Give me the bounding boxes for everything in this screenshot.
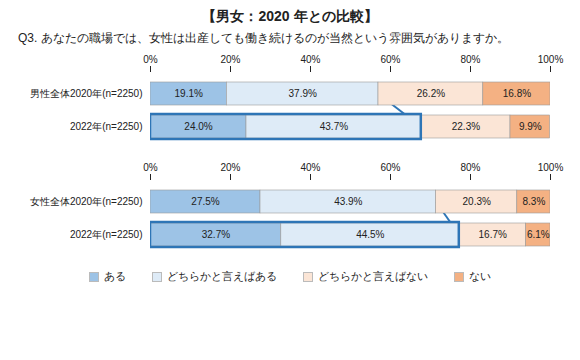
- html-text:どちらかと言えばある: どちらかと言えばある: [167, 270, 277, 282]
- html-text:ある: ある: [104, 270, 126, 282]
- svg-text:60%: 60%: [380, 54, 400, 65]
- svg-text:0%: 0%: [143, 54, 158, 65]
- html-text:どちらかと言えばない: どちらかと言えばない: [318, 270, 428, 282]
- svg-text:43.9%: 43.9%: [334, 196, 362, 207]
- svg-text:女性全体2020年(n=2250): 女性全体2020年(n=2250): [30, 196, 143, 207]
- svg-text:100%: 100%: [538, 54, 564, 65]
- svg-text:40%: 40%: [300, 54, 320, 65]
- svg-text:60%: 60%: [380, 162, 400, 173]
- svg-text:80%: 80%: [460, 54, 480, 65]
- svg-text:2022年(n=2250): 2022年(n=2250): [70, 229, 143, 240]
- svg-text:43.7%: 43.7%: [320, 121, 348, 132]
- svg-text:40%: 40%: [300, 162, 320, 173]
- svg-text:20.3%: 20.3%: [463, 196, 491, 207]
- svg-text:22.3%: 22.3%: [452, 121, 480, 132]
- html-text:【男女：2020 年との比較】: 【男女：2020 年との比較】: [202, 8, 378, 24]
- html-text:ない: ない: [469, 270, 491, 282]
- svg-text:8.3%: 8.3%: [523, 196, 546, 207]
- svg-text:27.5%: 27.5%: [191, 196, 219, 207]
- svg-text:24.0%: 24.0%: [184, 121, 212, 132]
- svg-text:100%: 100%: [538, 162, 564, 173]
- svg-text:16.7%: 16.7%: [479, 229, 507, 240]
- svg-text:32.7%: 32.7%: [202, 229, 230, 240]
- svg-text:20%: 20%: [220, 162, 240, 173]
- svg-text:37.9%: 37.9%: [289, 88, 317, 99]
- svg-text:9.9%: 9.9%: [519, 121, 542, 132]
- svg-text:6.1%: 6.1%: [527, 229, 550, 240]
- svg-text:26.2%: 26.2%: [417, 88, 445, 99]
- svg-text:2022年(n=2250): 2022年(n=2250): [70, 121, 143, 132]
- svg-text:16.8%: 16.8%: [503, 88, 531, 99]
- html-text:Q3. あなたの職場では、女性は出産しても働き続けるのが当然: Q3. あなたの職場では、女性は出産しても働き続けるのが当然という雰囲気がありま…: [18, 31, 509, 45]
- svg-text:20%: 20%: [220, 54, 240, 65]
- svg-text:80%: 80%: [460, 162, 480, 173]
- svg-text:男性全体2020年(n=2250): 男性全体2020年(n=2250): [30, 88, 143, 99]
- svg-text:0%: 0%: [143, 162, 158, 173]
- svg-text:44.5%: 44.5%: [356, 229, 384, 240]
- svg-text:19.1%: 19.1%: [175, 88, 203, 99]
